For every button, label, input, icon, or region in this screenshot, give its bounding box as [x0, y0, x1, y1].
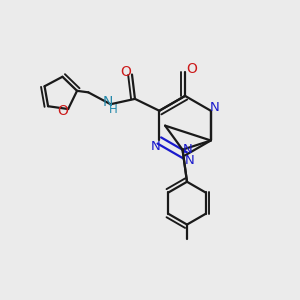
- Text: N: N: [151, 140, 160, 153]
- Text: N: N: [184, 154, 194, 167]
- Text: N: N: [102, 95, 113, 109]
- Text: O: O: [57, 104, 68, 118]
- Text: N: N: [210, 101, 220, 114]
- Text: O: O: [186, 62, 197, 76]
- Text: O: O: [121, 64, 131, 79]
- Text: H: H: [109, 103, 117, 116]
- Text: N: N: [182, 143, 192, 156]
